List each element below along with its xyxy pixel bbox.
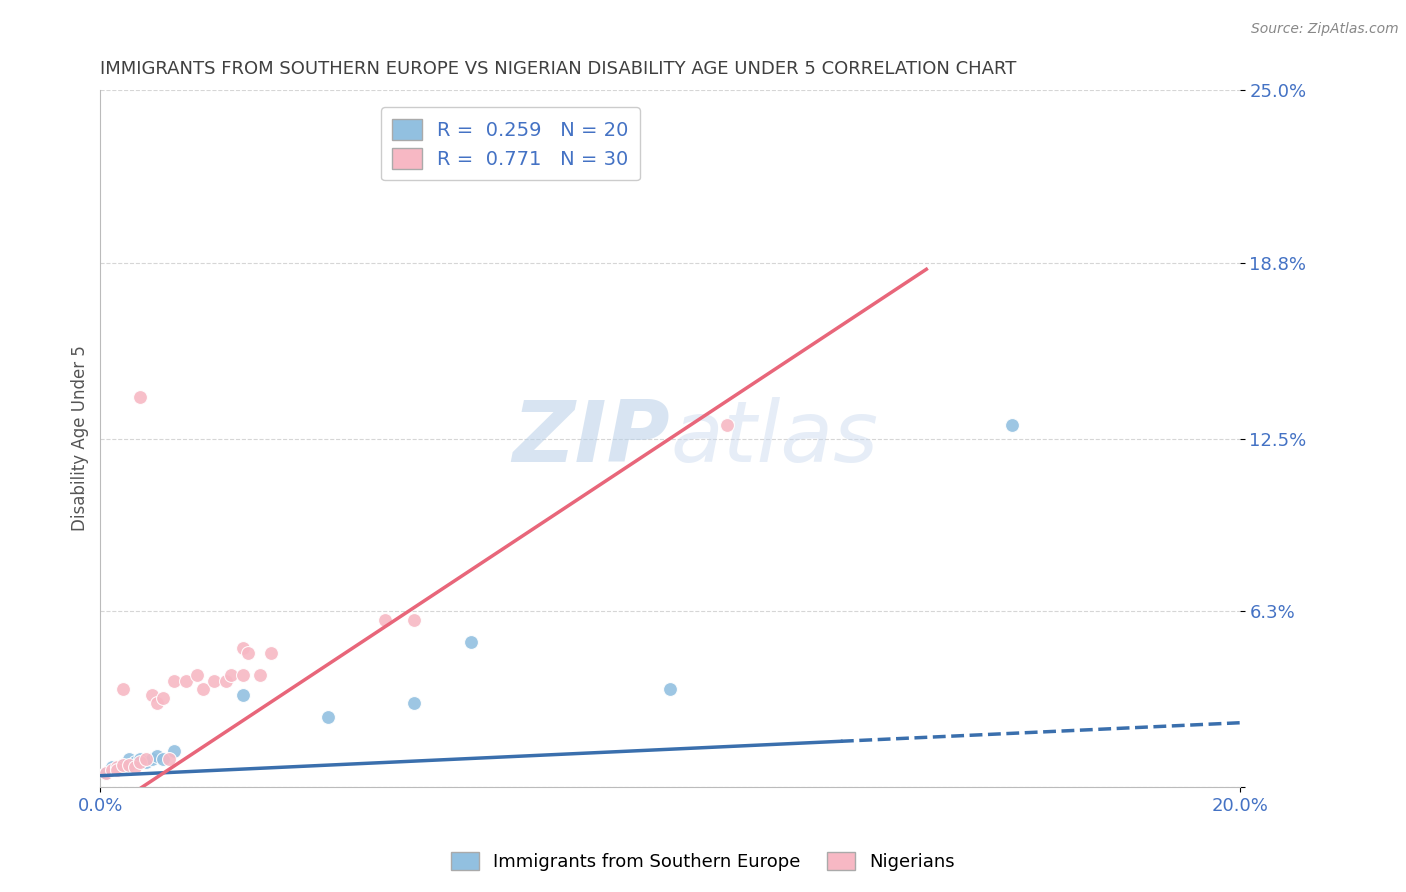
Point bbox=[249, 668, 271, 682]
Point bbox=[112, 757, 135, 772]
Point bbox=[94, 765, 117, 780]
Text: IMMIGRANTS FROM SOUTHERN EUROPE VS NIGERIAN DISABILITY AGE UNDER 5 CORRELATION C: IMMIGRANTS FROM SOUTHERN EUROPE VS NIGER… bbox=[100, 60, 1017, 78]
Point bbox=[100, 760, 122, 774]
Point bbox=[107, 760, 129, 774]
Point bbox=[152, 752, 174, 766]
Point bbox=[1001, 417, 1024, 432]
Point bbox=[659, 682, 682, 697]
Point bbox=[118, 757, 141, 772]
Point bbox=[146, 749, 169, 764]
Point bbox=[260, 646, 283, 660]
Point bbox=[402, 696, 425, 710]
Point bbox=[460, 635, 482, 649]
Point bbox=[316, 710, 339, 724]
Point bbox=[232, 640, 254, 655]
Text: atlas: atlas bbox=[671, 397, 877, 480]
Point bbox=[124, 755, 146, 769]
Point bbox=[232, 688, 254, 702]
Point bbox=[146, 696, 169, 710]
Point bbox=[112, 757, 135, 772]
Point bbox=[100, 763, 122, 777]
Point bbox=[107, 763, 129, 777]
Point bbox=[135, 755, 157, 769]
Point bbox=[135, 752, 157, 766]
Point bbox=[402, 613, 425, 627]
Legend: R =  0.259   N = 20, R =  0.771   N = 30: R = 0.259 N = 20, R = 0.771 N = 30 bbox=[381, 107, 640, 180]
Point bbox=[94, 765, 117, 780]
Point bbox=[118, 757, 141, 772]
Point bbox=[107, 763, 129, 777]
Point bbox=[716, 417, 738, 432]
Point bbox=[124, 760, 146, 774]
Text: ZIP: ZIP bbox=[512, 397, 671, 480]
Point bbox=[129, 390, 152, 404]
Point bbox=[232, 668, 254, 682]
Point bbox=[129, 752, 152, 766]
Point bbox=[141, 752, 163, 766]
Point bbox=[163, 673, 186, 688]
Text: Source: ZipAtlas.com: Source: ZipAtlas.com bbox=[1251, 22, 1399, 37]
Point bbox=[152, 690, 174, 705]
Point bbox=[157, 752, 180, 766]
Point bbox=[186, 668, 208, 682]
Point bbox=[191, 682, 214, 697]
Point bbox=[215, 673, 238, 688]
Point bbox=[238, 646, 260, 660]
Point bbox=[129, 755, 152, 769]
Point bbox=[112, 760, 135, 774]
Legend: Immigrants from Southern Europe, Nigerians: Immigrants from Southern Europe, Nigeria… bbox=[444, 845, 962, 879]
Point bbox=[202, 673, 225, 688]
Point bbox=[174, 673, 197, 688]
Point bbox=[118, 752, 141, 766]
Point bbox=[112, 682, 135, 697]
Y-axis label: Disability Age Under 5: Disability Age Under 5 bbox=[72, 345, 89, 532]
Point bbox=[163, 743, 186, 757]
Point bbox=[221, 668, 243, 682]
Point bbox=[374, 613, 396, 627]
Point bbox=[141, 688, 163, 702]
